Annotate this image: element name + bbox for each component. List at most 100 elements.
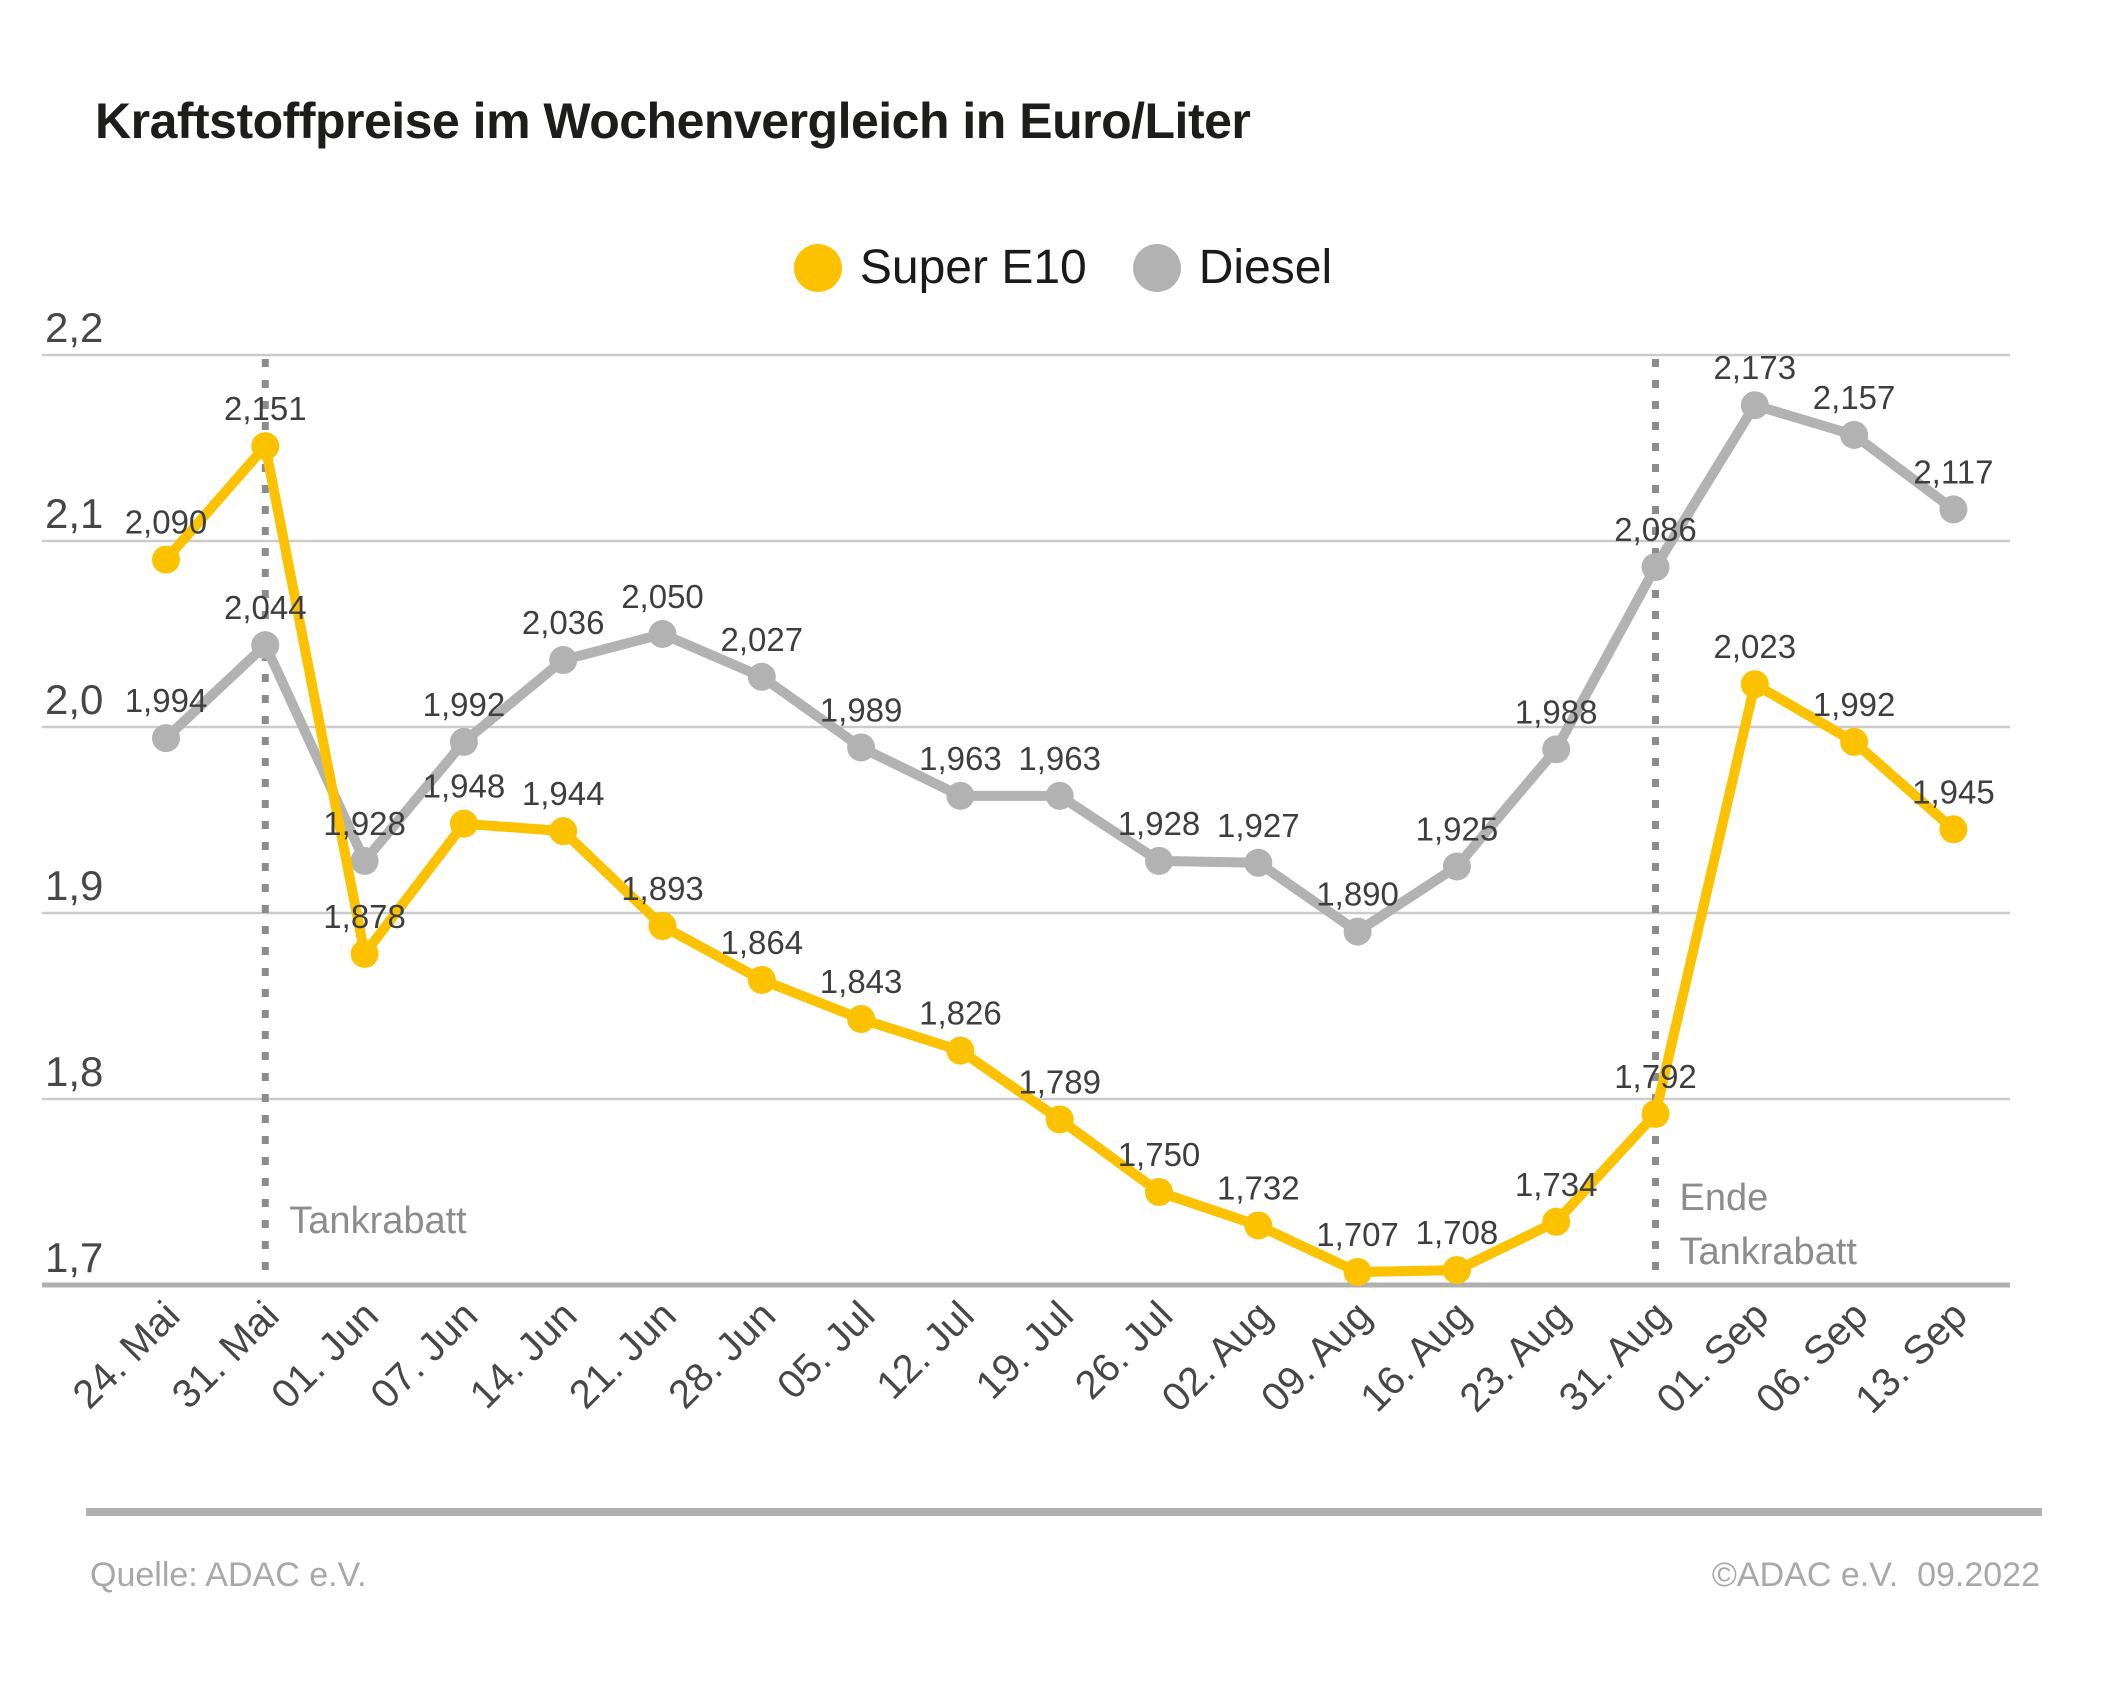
legend: Super E10 Diesel: [0, 244, 2126, 292]
super-e10-value-label: 1,734: [1515, 1166, 1598, 1203]
annotation-text: Tankrabatt: [289, 1200, 467, 1242]
diesel-value-label: 1,989: [820, 691, 903, 728]
diesel-marker: [1641, 553, 1670, 582]
diesel-marker: [1145, 846, 1173, 875]
diesel-value-label: 1,994: [125, 682, 208, 719]
x-axis-label: 21. Jun: [561, 1293, 685, 1417]
super-e10-marker: [350, 939, 379, 968]
x-axis-label: 16. Aug: [1352, 1293, 1479, 1420]
annotation-text: Tankrabatt: [1680, 1231, 1858, 1273]
legend-label-super-e10: Super E10: [859, 241, 1087, 294]
copyright-note: ©ADAC e.V. 09.2022: [1711, 1556, 2040, 1594]
super-e10-value-label: 1,708: [1416, 1214, 1499, 1251]
super-e10-marker: [1442, 1256, 1471, 1285]
x-axis-label: 12. Jul: [868, 1293, 982, 1407]
super-e10-value-label: 1,878: [323, 898, 406, 935]
super-e10-marker: [1343, 1257, 1372, 1286]
diesel-marker: [1442, 852, 1471, 881]
super-e10-marker: [1542, 1207, 1571, 1236]
legend-item-super-e10: Super E10: [793, 241, 1087, 294]
super-e10-marker: [1840, 727, 1869, 756]
y-axis-label: 1,9: [45, 862, 103, 909]
super-e10-marker: [648, 912, 677, 941]
super-e10-value-label: 1,792: [1614, 1058, 1697, 1095]
super-e10-value-label: 1,893: [621, 870, 704, 907]
diesel-value-label: 1,992: [423, 686, 506, 723]
diesel-marker: [1740, 391, 1769, 420]
diesel-marker: [1840, 420, 1869, 449]
super-e10-marker: [549, 817, 578, 846]
super-e10-marker: [152, 545, 180, 574]
y-axis-label: 1,8: [45, 1048, 103, 1095]
x-axis-label: 01. Sep: [1649, 1293, 1778, 1422]
super-e10-marker: [1641, 1099, 1670, 1128]
diesel-value-label: 1,928: [323, 805, 406, 842]
diesel-marker: [449, 727, 478, 756]
diesel-line: [161, 400, 1959, 937]
diesel-value-label: 2,157: [1813, 379, 1896, 416]
x-axis-label: 13. Sep: [1847, 1293, 1976, 1422]
diesel-value-label: 1,963: [919, 740, 1002, 777]
x-axis-label: 28. Jun: [660, 1293, 784, 1417]
super-e10-value-label: 1,826: [919, 995, 1002, 1032]
super-e10-dot-icon: [793, 244, 842, 292]
super-e10-marker: [251, 432, 280, 461]
super-e10-value-label: 2,090: [125, 504, 208, 541]
x-axis-label: 14. Jun: [462, 1293, 586, 1417]
diesel-value-label: 2,117: [1913, 453, 1993, 490]
diesel-marker: [648, 620, 677, 648]
diesel-value-label: 2,036: [522, 604, 605, 641]
diesel-marker: [549, 646, 578, 675]
super-e10-marker: [449, 809, 478, 838]
x-axis-label: 24. Mai: [64, 1293, 188, 1417]
footer-divider: [86, 1508, 2042, 1516]
y-axis-label: 2,0: [45, 676, 103, 723]
super-e10-marker: [1145, 1178, 1173, 1206]
y-axis-label: 1,7: [45, 1234, 103, 1281]
super-e10-marker: [946, 1036, 975, 1065]
diesel-value-label: 2,086: [1614, 511, 1697, 548]
super-e10-marker: [1939, 815, 1968, 844]
super-e10-value-label: 1,864: [721, 924, 804, 961]
super-e10-value-label: 1,992: [1813, 686, 1896, 723]
super-e10-marker: [1045, 1105, 1074, 1134]
diesel-marker: [847, 733, 876, 762]
diesel-value-label: 2,050: [621, 578, 704, 615]
super-e10-value-label: 2,023: [1714, 628, 1797, 665]
diesel-value-label: 2,027: [721, 621, 804, 658]
super-e10-marker: [747, 965, 776, 994]
diesel-marker: [1045, 781, 1074, 810]
super-e10-marker: [847, 1005, 876, 1034]
annotation-text: Ende: [1680, 1177, 1769, 1219]
diesel-marker: [1939, 495, 1968, 524]
super-e10-line: [161, 441, 1959, 1277]
x-axis-label: 09. Aug: [1253, 1293, 1380, 1420]
diesel-value-label: 1,925: [1416, 811, 1499, 848]
chart-title: Kraftstoffpreise im Wochenvergleich in E…: [95, 93, 1251, 149]
legend-item-diesel: Diesel: [1132, 244, 1332, 292]
x-axis-label: 23. Aug: [1452, 1293, 1579, 1420]
super-e10-marker: [1244, 1211, 1273, 1240]
diesel-marker: [152, 724, 180, 753]
diesel-marker: [1244, 848, 1273, 877]
super-e10-value-label: 1,750: [1118, 1136, 1201, 1173]
super-e10-marker: [1740, 670, 1769, 699]
x-axis-label: 01. Jun: [263, 1293, 387, 1417]
x-axis-label: 06. Sep: [1748, 1293, 1877, 1422]
diesel-marker: [946, 781, 975, 810]
super-e10-value-label: 2,151: [224, 390, 307, 427]
super-e10-value-label: 1,948: [423, 768, 506, 805]
super-e10-value-label: 1,789: [1018, 1063, 1101, 1100]
diesel-marker: [251, 631, 280, 660]
super-e10-value-label: 1,707: [1316, 1216, 1399, 1253]
diesel-value-label: 1,928: [1118, 805, 1201, 842]
diesel-value-label: 1,927: [1217, 807, 1300, 844]
y-axis-label: 2,2: [45, 304, 103, 351]
diesel-value-label: 1,890: [1316, 876, 1399, 913]
y-axis-label: 2,1: [45, 490, 103, 537]
super-e10-value-label: 1,732: [1217, 1169, 1300, 1206]
super-e10-value-label: 1,945: [1912, 773, 1995, 810]
diesel-dot-icon: [1132, 244, 1181, 292]
